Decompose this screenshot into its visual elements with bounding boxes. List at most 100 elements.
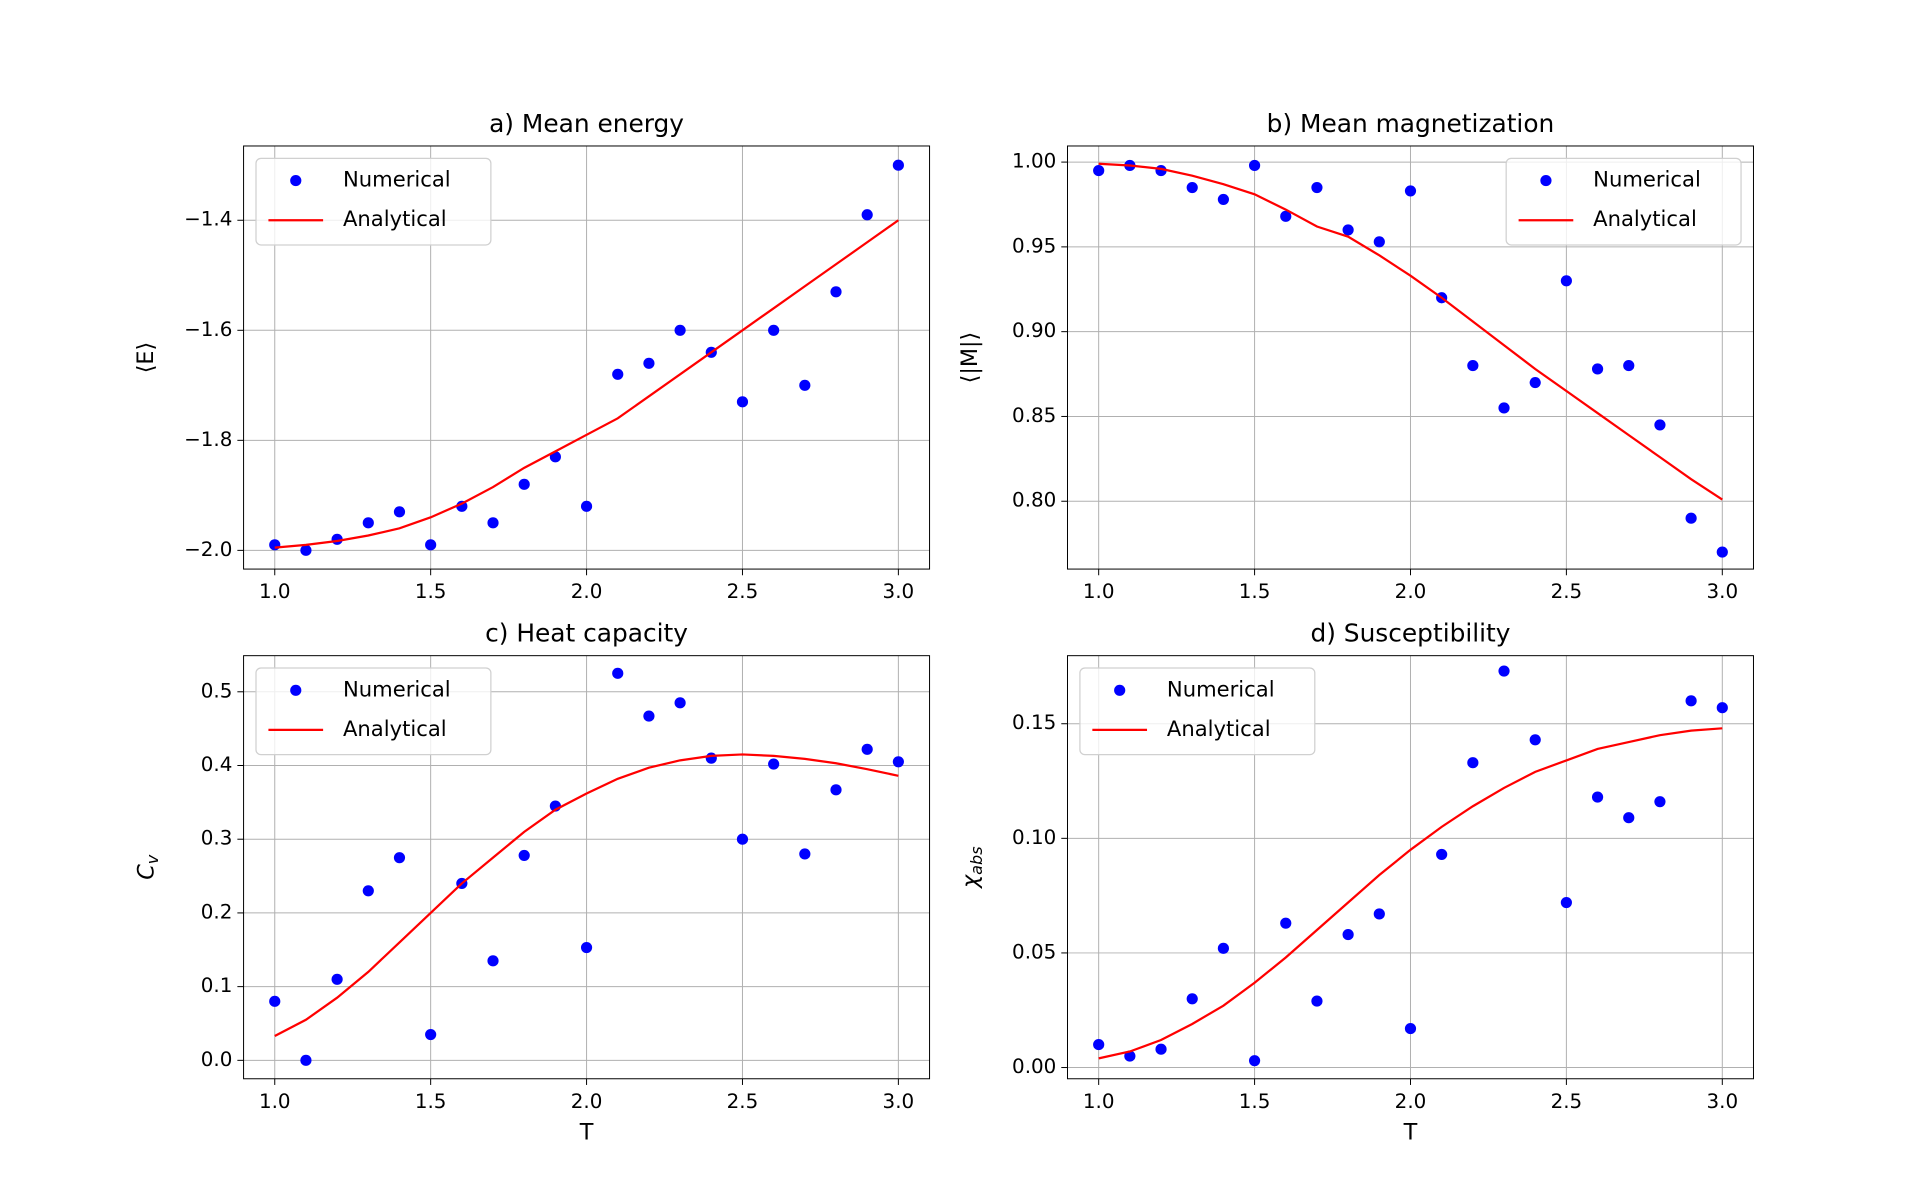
data-point <box>1654 796 1666 808</box>
data-point <box>1623 360 1635 372</box>
data-point <box>456 500 468 512</box>
data-point <box>269 539 281 551</box>
y-tick-label: 0.85 <box>1012 404 1056 427</box>
data-point <box>1716 702 1728 714</box>
y-axis-label: χabs <box>957 846 985 889</box>
legend-marker <box>1540 175 1552 187</box>
data-point <box>518 849 530 861</box>
data-point <box>1404 1023 1417 1035</box>
data-point <box>674 697 686 709</box>
x-tick-label: 2.5 <box>1551 580 1583 603</box>
data-point <box>1623 812 1635 824</box>
axes-frame <box>243 145 931 570</box>
x-tick-label: 1.5 <box>1239 1090 1271 1113</box>
subplot-title: b) Mean magnetization <box>1267 109 1555 138</box>
y-tick-label: 0.4 <box>201 753 233 776</box>
y-axis-label: Cv <box>133 854 161 880</box>
data-point <box>799 848 811 860</box>
legend-label: Analytical <box>1167 716 1271 741</box>
data-point <box>1591 791 1604 803</box>
data-point <box>1560 896 1572 909</box>
x-tick-label: 1.5 <box>415 580 447 603</box>
x-tick-label: 1.0 <box>259 580 291 603</box>
y-tick-label: 0.10 <box>1012 826 1056 849</box>
x-tick-label: 1.0 <box>1083 1090 1115 1113</box>
data-point <box>705 752 717 764</box>
data-point <box>1436 848 1448 860</box>
data-point <box>1186 181 1198 194</box>
y-tick-label: −1.4 <box>184 208 232 231</box>
data-point <box>580 500 593 512</box>
data-point <box>612 368 624 380</box>
legend-box <box>255 157 492 246</box>
data-point <box>331 973 343 985</box>
data-line <box>1098 162 1723 501</box>
x-tick-label: 1.0 <box>259 1090 291 1113</box>
data-point <box>1591 363 1604 375</box>
data-point <box>1155 1043 1167 1055</box>
data-point <box>1529 734 1541 746</box>
legend-box <box>1505 157 1742 246</box>
data-line <box>274 219 900 549</box>
data-point <box>1685 695 1697 707</box>
x-tick-label: 2.0 <box>571 580 603 603</box>
data-point <box>487 517 499 529</box>
legend-box <box>1079 667 1316 756</box>
x-tick-label: 2.0 <box>571 1090 603 1113</box>
y-tick-label: 0.00 <box>1012 1055 1056 1078</box>
data-point <box>1529 376 1541 389</box>
data-point <box>1498 402 1510 414</box>
x-tick-label: 1.0 <box>1083 580 1115 603</box>
y-tick-label: 0.0 <box>201 1048 233 1071</box>
data-point <box>425 539 437 551</box>
x-tick-label: 3.0 <box>883 580 915 603</box>
y-tick-label: 0.2 <box>201 900 233 923</box>
subplot-title: c) Heat capacity <box>485 619 688 648</box>
data-point <box>799 379 811 391</box>
legend-label: Analytical <box>343 206 447 231</box>
axes-frame <box>1066 655 1754 1080</box>
legend-label: Numerical <box>1593 167 1701 192</box>
data-point <box>1716 546 1728 558</box>
data-point <box>1217 193 1229 205</box>
data-point <box>1311 995 1323 1007</box>
legend-label: Numerical <box>343 676 451 701</box>
legend-marker <box>1114 684 1126 696</box>
data-point <box>393 506 406 518</box>
legend-box <box>255 667 492 756</box>
data-point <box>830 784 842 796</box>
y-tick-label: 0.95 <box>1012 234 1056 257</box>
data-line <box>274 753 899 1037</box>
legend-label: Analytical <box>343 716 447 741</box>
legend-label: Analytical <box>1593 206 1697 231</box>
data-point <box>643 710 655 722</box>
x-tick-label: 3.0 <box>883 1090 915 1113</box>
data-point <box>1280 210 1292 222</box>
data-point <box>1217 942 1229 954</box>
x-tick-label: 1.5 <box>1239 580 1271 603</box>
data-point <box>830 286 842 298</box>
data-point <box>674 324 686 336</box>
data-point <box>487 955 499 967</box>
y-tick-label: 0.15 <box>1012 711 1056 734</box>
y-tick-label: 0.05 <box>1012 940 1056 963</box>
y-tick-label: −1.8 <box>184 428 232 451</box>
data-point <box>612 667 624 679</box>
y-tick-label: 1.00 <box>1012 150 1056 173</box>
data-point <box>1498 665 1510 677</box>
data-point <box>1311 181 1323 194</box>
axes-frame <box>1066 145 1754 570</box>
x-axis-label: T <box>1403 1120 1418 1146</box>
y-axis-label: ⟨|M|⟩ <box>957 332 983 384</box>
data-point <box>1467 757 1479 769</box>
y-tick-label: 0.90 <box>1012 319 1056 342</box>
data-point <box>1654 419 1666 431</box>
y-tick-label: 0.3 <box>201 827 233 850</box>
y-tick-label: 0.80 <box>1012 489 1056 512</box>
x-axis-label: T <box>579 1120 594 1146</box>
legend-marker <box>290 175 302 187</box>
legend-marker <box>290 684 302 696</box>
data-point <box>768 758 780 770</box>
data-point <box>892 756 904 768</box>
